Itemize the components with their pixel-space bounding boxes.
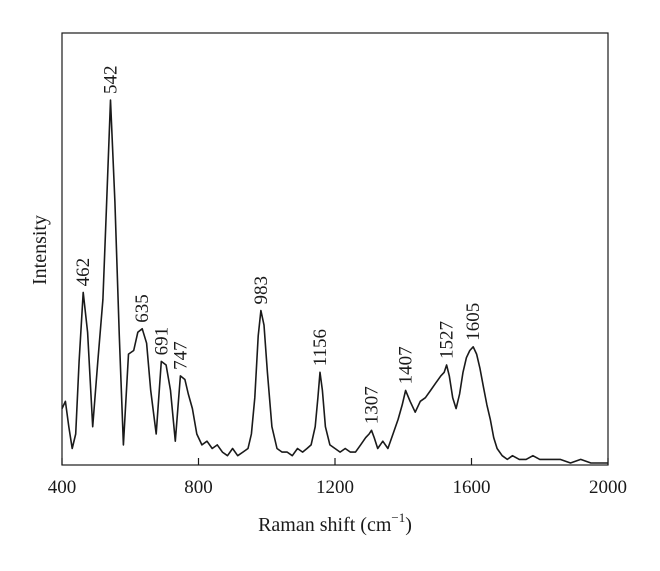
peak-label-983: 983 [251, 276, 272, 305]
peak-label-1407: 1407 [396, 346, 417, 384]
peak-label-1605: 1605 [463, 303, 484, 341]
x-tick-label: 1200 [316, 477, 354, 498]
x-tick-label: 400 [48, 477, 77, 498]
peak-label-1156: 1156 [310, 329, 331, 366]
x-tick-label: 1600 [453, 477, 491, 498]
peak-label-747: 747 [170, 341, 191, 370]
x-axis-title: Raman shift (cm−1) [258, 510, 412, 536]
x-axis-ticks [61, 458, 609, 465]
x-axis-title-unit-exponent: −1 [391, 510, 405, 525]
peak-label-691: 691 [151, 327, 172, 356]
spectrum-line [61, 99, 608, 464]
x-tick-label: 2000 [589, 477, 627, 498]
peak-label-462: 462 [73, 258, 94, 287]
plot-frame [61, 32, 609, 466]
peak-label-1527: 1527 [437, 321, 458, 359]
y-axis-title: Intensity [29, 215, 51, 285]
peak-label-1307: 1307 [362, 386, 383, 424]
peak-label-635: 635 [132, 294, 153, 323]
x-tick-label: 800 [184, 477, 213, 498]
x-axis-tick-labels: 400 800 1200 1600 2000 [48, 477, 627, 498]
peak-label-542: 542 [101, 66, 122, 95]
